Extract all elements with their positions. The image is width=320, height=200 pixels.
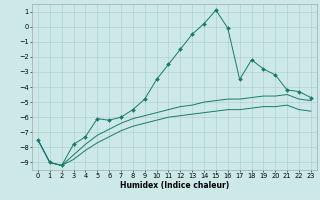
X-axis label: Humidex (Indice chaleur): Humidex (Indice chaleur) [120,181,229,190]
